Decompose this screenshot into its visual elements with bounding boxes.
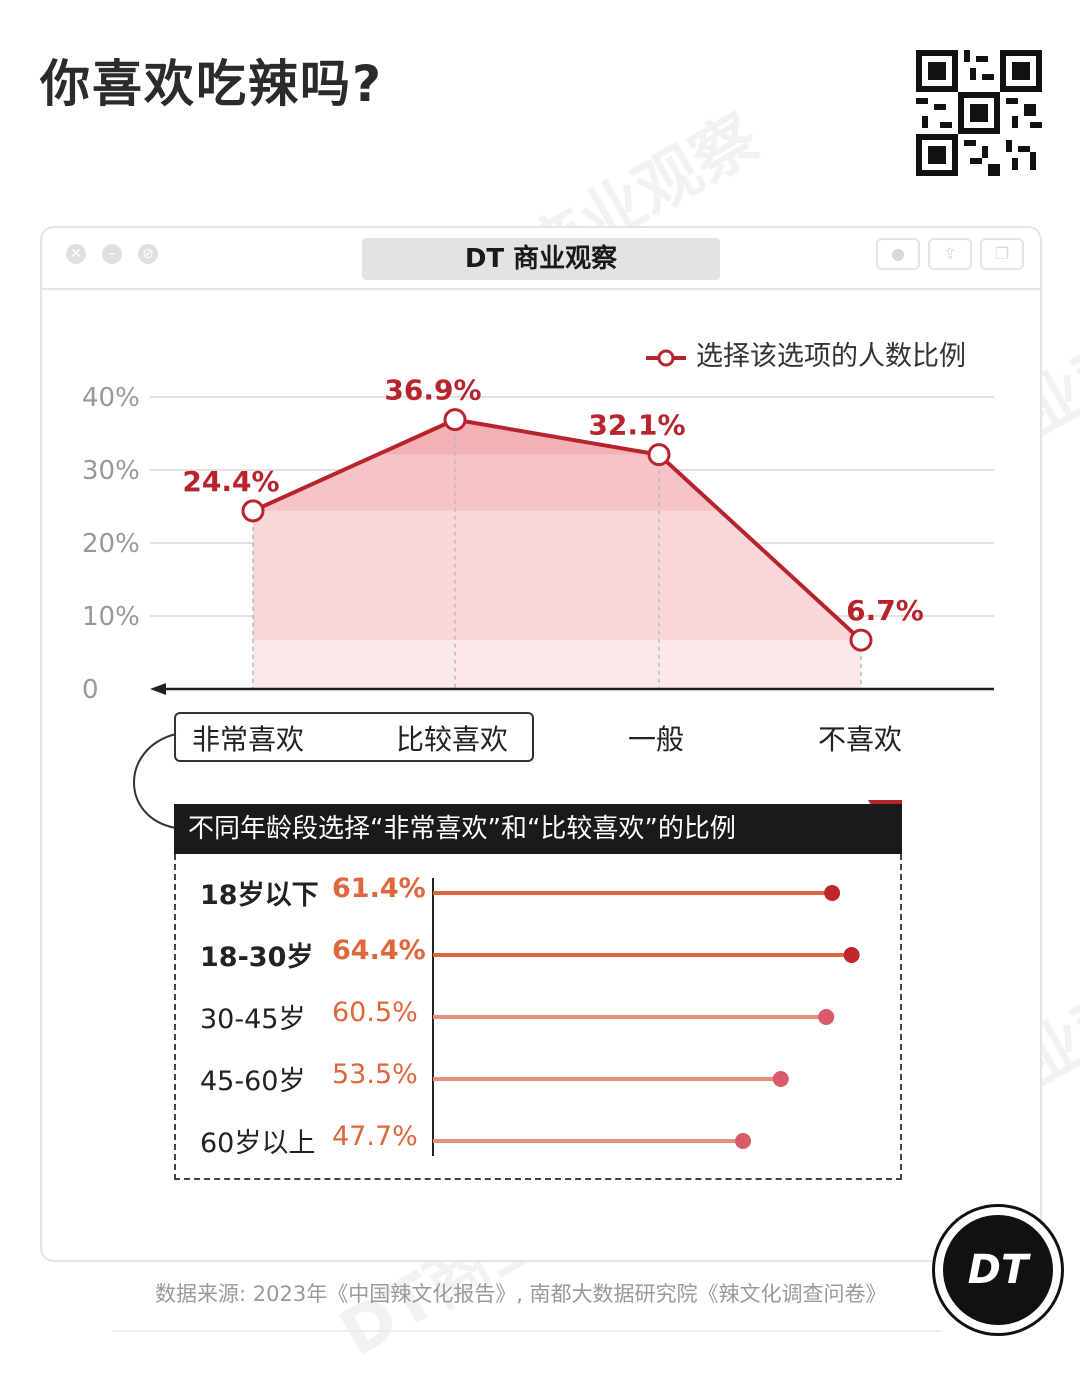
data-source: 数据来源: 2023年《中国辣文化报告》, 南都大数据研究院《辣文化调查问卷》 (155, 1282, 887, 1306)
age-label: 30-45岁 (200, 1004, 306, 1035)
category-highlight-box (174, 712, 534, 762)
age-label: 18-30岁 (200, 942, 314, 973)
lollipop-dot (772, 1071, 789, 1087)
lollipop-dot (818, 1009, 835, 1025)
chart-legend: 选择该选项的人数比例 (646, 334, 966, 373)
subchart-frame (174, 854, 902, 1180)
area-band (253, 640, 861, 689)
age-value: 60.5% (332, 997, 418, 1028)
dt-logo: DT (932, 1204, 1064, 1336)
data-label: 24.4% (182, 465, 279, 498)
y-tick-label: 30% (82, 456, 140, 486)
zoom-icon[interactable]: ⊘ (138, 244, 158, 264)
y-tick-label: 10% (82, 602, 140, 632)
lollipop-chart (432, 878, 860, 1156)
qr-code-icon (916, 50, 1042, 176)
data-point (443, 408, 467, 432)
lollipop-dot (843, 947, 860, 963)
series-line (252, 417, 863, 642)
age-value: 53.5% (332, 1059, 418, 1090)
tabs-icon[interactable]: ❐ (980, 238, 1024, 270)
y-tick-label: 20% (82, 529, 140, 559)
data-point (647, 443, 671, 467)
y-tick-label: 0 (82, 675, 99, 705)
category-label: 一般 (628, 723, 685, 756)
age-label: 18岁以下 (200, 880, 319, 911)
minimize-icon[interactable]: – (102, 244, 122, 264)
share-icon[interactable]: ⇪ (928, 238, 972, 270)
data-label: 6.7% (846, 594, 924, 627)
category-label: 不喜欢 (818, 723, 903, 756)
age-value: 64.4% (332, 935, 426, 966)
window-titlebar: ✕ – ⊘ DT 商业观察 ● ⇪ ❐ (42, 228, 1040, 290)
legend-label: 选择该选项的人数比例 (696, 341, 966, 372)
data-label: 36.9% (384, 374, 481, 407)
category-label: 非常喜欢 (192, 723, 305, 756)
age-value: 61.4% (332, 873, 426, 904)
data-point (849, 628, 873, 652)
age-value: 47.7% (332, 1121, 418, 1152)
tab-title[interactable]: DT 商业观察 (362, 238, 720, 280)
lollipop-dot (735, 1133, 752, 1149)
browser-window: ✕ – ⊘ DT 商业观察 ● ⇪ ❐ (40, 226, 1042, 1262)
subchart-title: 不同年龄段选择“非常喜欢”和“比较喜欢”的比例 (174, 804, 902, 854)
x-axis-arrow-icon (150, 683, 166, 695)
lollipop-dot (824, 885, 841, 901)
legend-marker-icon (646, 349, 686, 366)
footer-strip (112, 1258, 942, 1332)
close-icon[interactable]: ✕ (66, 244, 86, 264)
dt-logo-text: DT (943, 1215, 1053, 1325)
y-tick-label: 40% (82, 383, 140, 413)
line-chart: 0 10% 20% 30% 40% 24.4% 36.9% 32.1% 6.7% (82, 374, 994, 705)
age-label: 45-60岁 (200, 1066, 306, 1097)
age-label: 60岁以上 (200, 1128, 316, 1159)
page-title: 你喜欢吃辣吗? (40, 55, 384, 113)
data-label: 32.1% (588, 409, 685, 442)
connector-line (133, 733, 177, 829)
record-icon[interactable]: ● (876, 238, 920, 270)
data-point (241, 499, 265, 523)
category-label: 比较喜欢 (396, 723, 509, 756)
